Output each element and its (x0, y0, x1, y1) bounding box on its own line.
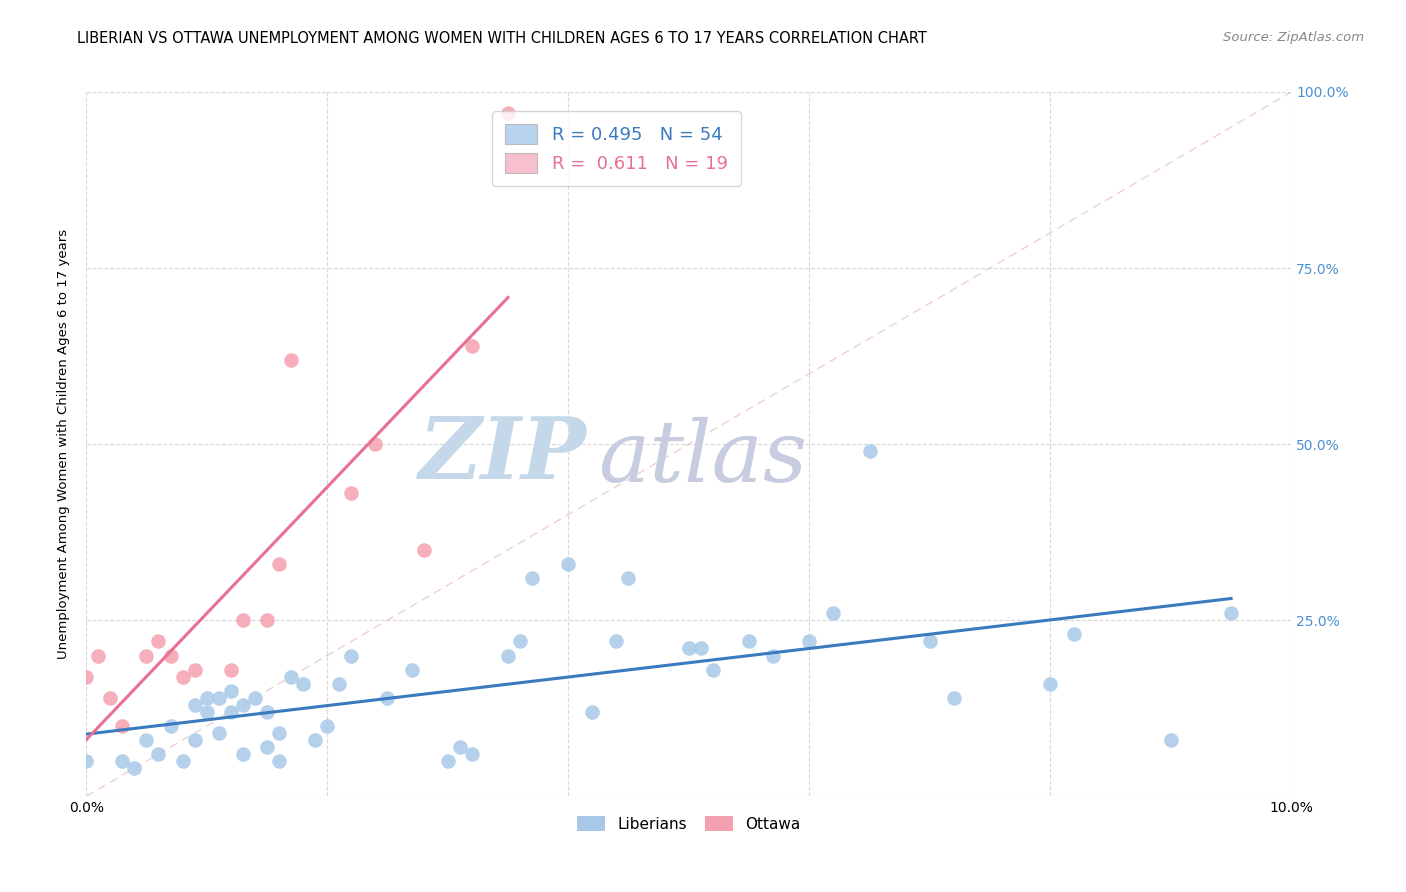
Point (232, 613, 254, 627)
Point (208, 690, 231, 705)
Point (148, 634, 170, 648)
Point (461, 338, 484, 352)
Point (1039, 676, 1062, 690)
Point (159, 648, 181, 663)
Point (208, 726, 231, 740)
Point (702, 663, 724, 677)
Point (111, 754, 134, 768)
Point (449, 740, 471, 755)
Point (799, 634, 821, 648)
Point (762, 648, 785, 663)
Point (135, 733, 157, 747)
Point (219, 683, 242, 698)
Point (267, 754, 290, 768)
Point (1160, 733, 1182, 747)
Point (328, 676, 350, 690)
Point (183, 663, 205, 677)
Point (496, 106, 519, 120)
Point (232, 747, 254, 761)
Point (520, 571, 543, 585)
Point (436, 754, 458, 768)
Point (232, 698, 254, 712)
Point (918, 634, 941, 648)
Text: atlas: atlas (599, 417, 807, 500)
Point (377, 690, 399, 705)
Point (172, 754, 194, 768)
Point (581, 705, 603, 719)
Point (87, 648, 110, 663)
Point (617, 571, 640, 585)
Point (364, 437, 387, 451)
Point (75, 670, 97, 684)
Point (280, 670, 302, 684)
Point (858, 444, 880, 458)
Point (1063, 627, 1085, 641)
Point (1220, 606, 1243, 620)
Point (496, 648, 519, 663)
Text: ZIP: ZIP (419, 413, 586, 497)
Point (823, 606, 845, 620)
Point (75, 754, 97, 768)
Point (256, 613, 278, 627)
Point (292, 676, 315, 690)
Point (304, 733, 326, 747)
Text: Source: ZipAtlas.com: Source: ZipAtlas.com (1223, 31, 1364, 45)
Point (219, 663, 242, 677)
Point (557, 557, 579, 571)
Point (98, 690, 121, 705)
Legend: Liberians, Ottawa: Liberians, Ottawa (571, 810, 806, 838)
Point (340, 648, 363, 663)
Point (195, 705, 218, 719)
Point (124, 761, 146, 775)
Point (172, 670, 194, 684)
Point (605, 634, 627, 648)
Y-axis label: Unemployment Among Women with Children Ages 6 to 17 years: Unemployment Among Women with Children A… (58, 229, 70, 659)
Point (942, 690, 965, 705)
Point (267, 557, 290, 571)
Point (461, 747, 484, 761)
Point (340, 486, 363, 500)
Point (267, 726, 290, 740)
Point (256, 705, 278, 719)
Point (689, 641, 711, 656)
Point (135, 648, 157, 663)
Point (159, 719, 181, 733)
Point (195, 690, 218, 705)
Point (111, 719, 134, 733)
Text: LIBERIAN VS OTTAWA UNEMPLOYMENT AMONG WOMEN WITH CHILDREN AGES 6 TO 17 YEARS COR: LIBERIAN VS OTTAWA UNEMPLOYMENT AMONG WO… (77, 31, 927, 46)
Point (243, 690, 266, 705)
Point (509, 634, 531, 648)
Point (256, 740, 278, 755)
Point (183, 733, 205, 747)
Point (316, 719, 339, 733)
Point (678, 641, 700, 656)
Point (401, 663, 423, 677)
Point (148, 747, 170, 761)
Point (219, 705, 242, 719)
Point (280, 352, 302, 367)
Point (412, 542, 434, 557)
Point (183, 698, 205, 712)
Point (738, 634, 761, 648)
